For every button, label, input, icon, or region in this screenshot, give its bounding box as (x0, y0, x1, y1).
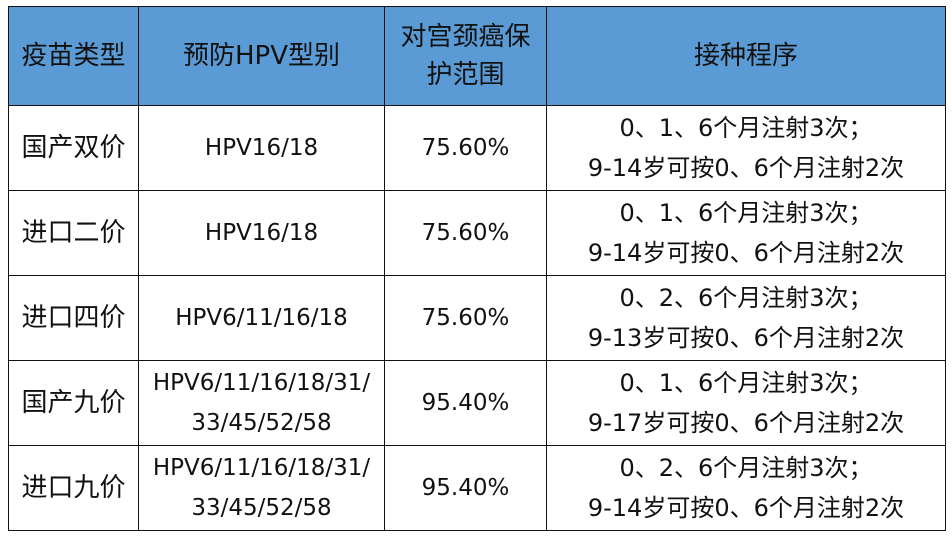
hpv-strains-line: HPV16/18 (204, 220, 319, 246)
table-body: 国产双价 HPV16/18 75.60% 0、1、6个月注射3次； 9-14岁可… (8, 105, 946, 531)
table-header: 疫苗类型 预防HPV型别 对宫颈癌保 护范围 接种程序 (8, 6, 946, 106)
schedule-cell: 0、2、6个月注射3次； 9-14岁可按0、6个月注射2次 (546, 445, 946, 531)
header-row: 疫苗类型 预防HPV型别 对宫颈癌保 护范围 接种程序 (8, 6, 946, 106)
hpv-strains-line: HPV6/11/16/18/31/ (152, 370, 371, 396)
schedule-line: 0、1、6个月注射3次； (619, 369, 873, 397)
protection-rate-cell: 75.60% (384, 275, 547, 361)
header-protection-rate-label-line2: 护范围 (426, 60, 505, 90)
protection-rate-cell: 75.60% (384, 190, 547, 276)
hpv-strains-cell: HPV16/18 (138, 190, 385, 276)
schedule-cell: 0、1、6个月注射3次； 9-17岁可按0、6个月注射2次 (546, 360, 946, 446)
header-hpv-strains: 预防HPV型别 (138, 6, 385, 106)
hpv-strains-cell: HPV6/11/16/18/31/ 33/45/52/58 (138, 360, 385, 446)
schedule-line: 0、2、6个月注射3次； (619, 454, 873, 482)
table-row: 进口四价 HPV6/11/16/18 75.60% 0、2、6个月注射3次； 9… (8, 275, 946, 361)
hpv-strains-cell: HPV16/18 (138, 105, 385, 191)
schedule-cell: 0、1、6个月注射3次； 9-14岁可按0、6个月注射2次 (546, 105, 946, 191)
vaccine-type-cell: 进口四价 (8, 275, 139, 361)
table-row: 国产双价 HPV16/18 75.60% 0、1、6个月注射3次； 9-14岁可… (8, 105, 946, 191)
header-vaccine-type-label: 疫苗类型 (21, 41, 126, 71)
table-row: 进口二价 HPV16/18 75.60% 0、1、6个月注射3次； 9-14岁可… (8, 190, 946, 276)
schedule-cell: 0、1、6个月注射3次； 9-14岁可按0、6个月注射2次 (546, 190, 946, 276)
schedule-line: 9-17岁可按0、6个月注射2次 (587, 409, 905, 437)
hpv-strains-line: HPV16/18 (204, 135, 319, 161)
vaccine-type-cell: 进口九价 (8, 445, 139, 531)
vaccine-type-cell: 进口二价 (8, 190, 139, 276)
header-protection-rate-label-line1: 对宫颈癌保 (400, 22, 531, 52)
header-vaccine-type: 疫苗类型 (8, 6, 139, 106)
hpv-strains-line: HPV6/11/16/18 (175, 305, 348, 331)
schedule-line: 9-14岁可按0、6个月注射2次 (587, 154, 905, 182)
schedule-cell: 0、2、6个月注射3次； 9-13岁可按0、6个月注射2次 (546, 275, 946, 361)
header-protection-rate: 对宫颈癌保 护范围 (384, 6, 547, 106)
protection-rate-cell: 75.60% (384, 105, 547, 191)
schedule-line: 9-13岁可按0、6个月注射2次 (587, 324, 905, 352)
schedule-line: 0、1、6个月注射3次； (619, 199, 873, 227)
hpv-strains-cell: HPV6/11/16/18/31/ 33/45/52/58 (138, 445, 385, 531)
vaccine-type-cell: 国产九价 (8, 360, 139, 446)
header-hpv-strains-label: 预防HPV型别 (182, 41, 341, 71)
hpv-strains-line: 33/45/52/58 (191, 495, 332, 521)
protection-rate-cell: 95.40% (384, 445, 547, 531)
header-schedule-label: 接种程序 (693, 41, 798, 71)
hpv-vaccine-table: 疫苗类型 预防HPV型别 对宫颈癌保 护范围 接种程序 国产双价 HPV16/1… (8, 6, 946, 531)
table-row: 进口九价 HPV6/11/16/18/31/ 33/45/52/58 95.40… (8, 445, 946, 531)
header-schedule: 接种程序 (546, 6, 946, 106)
table-row: 国产九价 HPV6/11/16/18/31/ 33/45/52/58 95.40… (8, 360, 946, 446)
schedule-line: 9-14岁可按0、6个月注射2次 (587, 239, 905, 267)
schedule-line: 9-14岁可按0、6个月注射2次 (587, 494, 905, 522)
hpv-strains-line: 33/45/52/58 (191, 410, 332, 436)
hpv-strains-cell: HPV6/11/16/18 (138, 275, 385, 361)
vaccine-type-cell: 国产双价 (8, 105, 139, 191)
schedule-line: 0、1、6个月注射3次； (619, 114, 873, 142)
protection-rate-cell: 95.40% (384, 360, 547, 446)
schedule-line: 0、2、6个月注射3次； (619, 284, 873, 312)
hpv-strains-line: HPV6/11/16/18/31/ (152, 455, 371, 481)
